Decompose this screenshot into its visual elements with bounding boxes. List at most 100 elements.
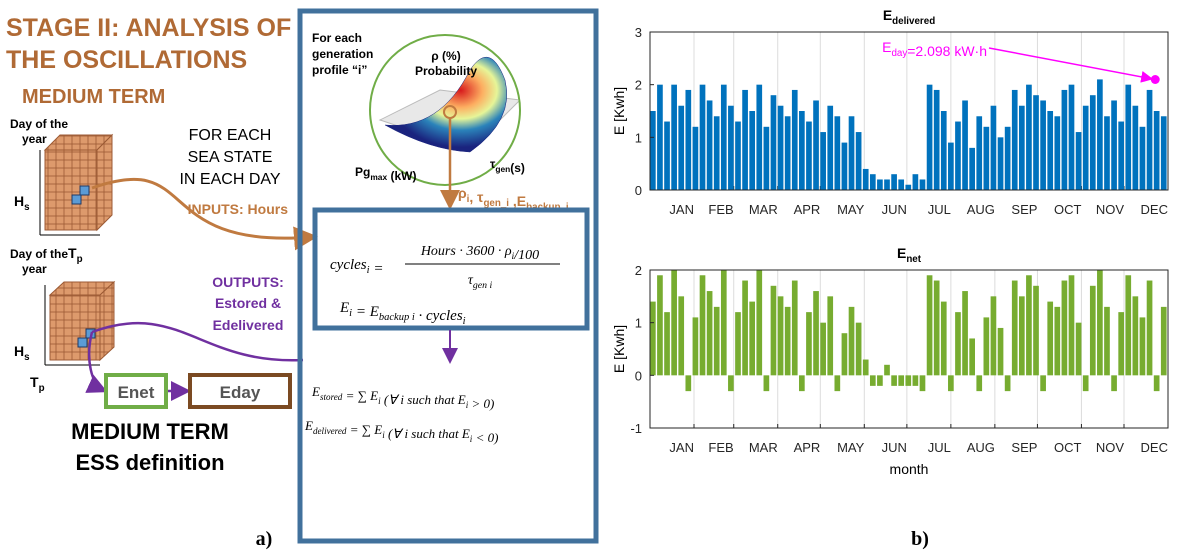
y-tick-label: 1 [635, 316, 642, 331]
bar [827, 296, 834, 376]
x-tick-label: DEC [1141, 202, 1168, 217]
x-tick-label: AUG [967, 440, 995, 455]
cube-label: Day of the [10, 117, 68, 131]
text-part: T [30, 374, 39, 390]
text-part: = E [352, 304, 379, 320]
chart-title: Edelivered [883, 7, 935, 27]
profile: generation [312, 47, 373, 61]
bar [1125, 84, 1132, 190]
outputs-label: Edelivered [213, 317, 284, 333]
text-part: = ∑ E [342, 388, 378, 403]
subscript: i [349, 308, 352, 319]
text-part: = ∑ E [346, 422, 382, 437]
axis-label: Hs [14, 343, 30, 363]
bar [933, 89, 940, 190]
x-tick-label: APR [794, 440, 821, 455]
bar [1153, 111, 1160, 190]
bar [969, 338, 975, 376]
axis-label: Hs [14, 193, 30, 213]
title: THE OSCILLATIONS [6, 46, 247, 74]
bar [742, 89, 748, 190]
bar [820, 132, 826, 190]
x-tick-label: DEC [1141, 440, 1168, 455]
outputs-label: OUTPUTS: [212, 274, 284, 290]
text-part: Pg [355, 165, 370, 179]
caption: a) [256, 528, 273, 550]
inputs-label: INPUTS: Hours [188, 201, 289, 217]
bar [877, 179, 883, 190]
bar [1004, 126, 1011, 190]
x-tick-label: AUG [967, 202, 995, 217]
text-part: E [897, 245, 906, 261]
cube-label: year [22, 262, 47, 276]
subscript: s [24, 202, 30, 213]
x-tick-label: JAN [669, 202, 694, 217]
bar [1061, 89, 1068, 190]
y-tick-label: 1 [635, 130, 642, 145]
subscript: net [906, 254, 921, 265]
text-part: H [14, 343, 24, 359]
bar [699, 275, 706, 376]
formula: τgen i [468, 273, 493, 291]
profile: For each [312, 31, 362, 45]
bar [706, 100, 713, 190]
x-tick-label: MAY [837, 440, 865, 455]
bar [749, 111, 756, 190]
bar [1111, 100, 1117, 190]
bar [777, 296, 784, 376]
subscript: i [467, 194, 470, 205]
text-part: =2.098 kW·h [907, 43, 987, 59]
x-tick-label: SEP [1011, 440, 1037, 455]
bar [848, 306, 855, 376]
subscript: s [24, 352, 30, 363]
annotation: Eday=2.098 kW·h [882, 39, 987, 59]
bar [1033, 285, 1039, 376]
bar [1061, 280, 1068, 376]
bar [877, 375, 883, 386]
bar [657, 275, 663, 376]
footer: ESS definition [75, 450, 224, 475]
bar [905, 184, 912, 190]
bar [940, 301, 947, 376]
title: STAGE II: ANALYSIS OF [6, 14, 291, 42]
bar [735, 312, 741, 376]
bar [720, 270, 727, 376]
bar [1047, 111, 1054, 190]
diagram: STAGE II: ANALYSIS OF THE OSCILLATIONS M… [6, 8, 599, 550]
bar [976, 116, 983, 190]
bar [791, 280, 798, 376]
bar [735, 121, 741, 190]
bar [742, 280, 748, 376]
bar [1018, 296, 1025, 376]
bar [1104, 306, 1110, 376]
bar [884, 179, 890, 190]
bar [813, 291, 819, 376]
subtitle: MEDIUM TERM [22, 86, 165, 108]
bar [948, 142, 954, 190]
formula: Hours · 3600 · ρi/100 [420, 244, 539, 263]
bar [848, 116, 855, 190]
bar [756, 84, 763, 190]
y-tick-label: -1 [630, 421, 642, 436]
bar [969, 147, 975, 190]
x-tick-label: OCT [1054, 440, 1082, 455]
bar [1018, 105, 1025, 190]
subscript: gen [495, 164, 510, 174]
text-part: (∀ i such that E [385, 426, 470, 441]
x-tick-label: MAY [837, 202, 865, 217]
eday-box [188, 373, 292, 409]
text-part: cycles [330, 257, 367, 273]
enet-label: Enet [118, 383, 155, 402]
outputs-label: Estored & [215, 295, 281, 311]
bar [699, 84, 706, 190]
cube-label: year [22, 132, 47, 146]
bar [664, 312, 670, 376]
bar [685, 89, 692, 190]
text-part: < 0) [472, 430, 498, 445]
arrow [91, 321, 304, 362]
subscript: max [370, 172, 387, 182]
bar [671, 270, 677, 376]
bar [976, 375, 983, 392]
text-part: E [304, 418, 313, 433]
subscript: i [367, 265, 370, 276]
